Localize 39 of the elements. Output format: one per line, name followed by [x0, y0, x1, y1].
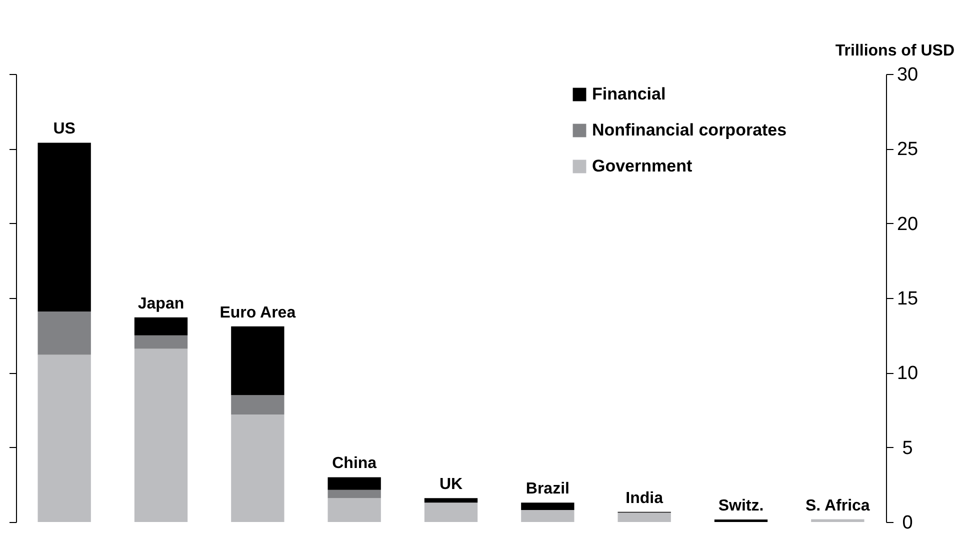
bar — [714, 519, 768, 522]
bar — [521, 502, 574, 510]
y-tick-label: 5 — [902, 438, 913, 459]
bar — [231, 414, 284, 522]
bar — [424, 498, 478, 503]
bar — [618, 512, 671, 522]
bar — [328, 490, 381, 498]
x-tick-label: Brazil — [526, 480, 570, 498]
x-tick-label: US — [53, 120, 76, 138]
bar — [521, 510, 574, 522]
y-tick-label: 20 — [896, 214, 918, 235]
bar — [134, 335, 188, 349]
x-tick-label: S. Africa — [806, 497, 870, 514]
bar — [38, 311, 91, 355]
bar — [328, 498, 381, 522]
bar — [134, 317, 188, 336]
bar — [328, 477, 381, 490]
y-tick-label: 25 — [896, 139, 918, 160]
y-tick-label: 10 — [896, 363, 918, 384]
y-tick-label: 30 — [896, 64, 918, 86]
bar — [38, 354, 91, 522]
bar — [231, 395, 284, 414]
bar — [424, 502, 478, 522]
bar — [231, 326, 284, 396]
x-tick-label: Euro Area — [220, 304, 296, 322]
bar — [38, 142, 91, 312]
bar — [134, 348, 188, 522]
y-tick-label: 15 — [896, 288, 918, 310]
x-tick-label: Switz. — [718, 497, 764, 514]
x-tick-label: China — [332, 455, 377, 472]
x-tick-label: India — [626, 490, 664, 507]
legend-label: Financial — [592, 84, 666, 104]
y-axis-title: Trillions of USD — [835, 42, 954, 60]
legend-label: Nonfinancial corporates — [592, 120, 787, 140]
bar — [811, 519, 864, 522]
y-tick-label: 0 — [902, 512, 913, 534]
x-tick-label: UK — [439, 476, 463, 494]
x-tick-label: Japan — [138, 295, 184, 312]
legend-label: Government — [592, 156, 692, 176]
